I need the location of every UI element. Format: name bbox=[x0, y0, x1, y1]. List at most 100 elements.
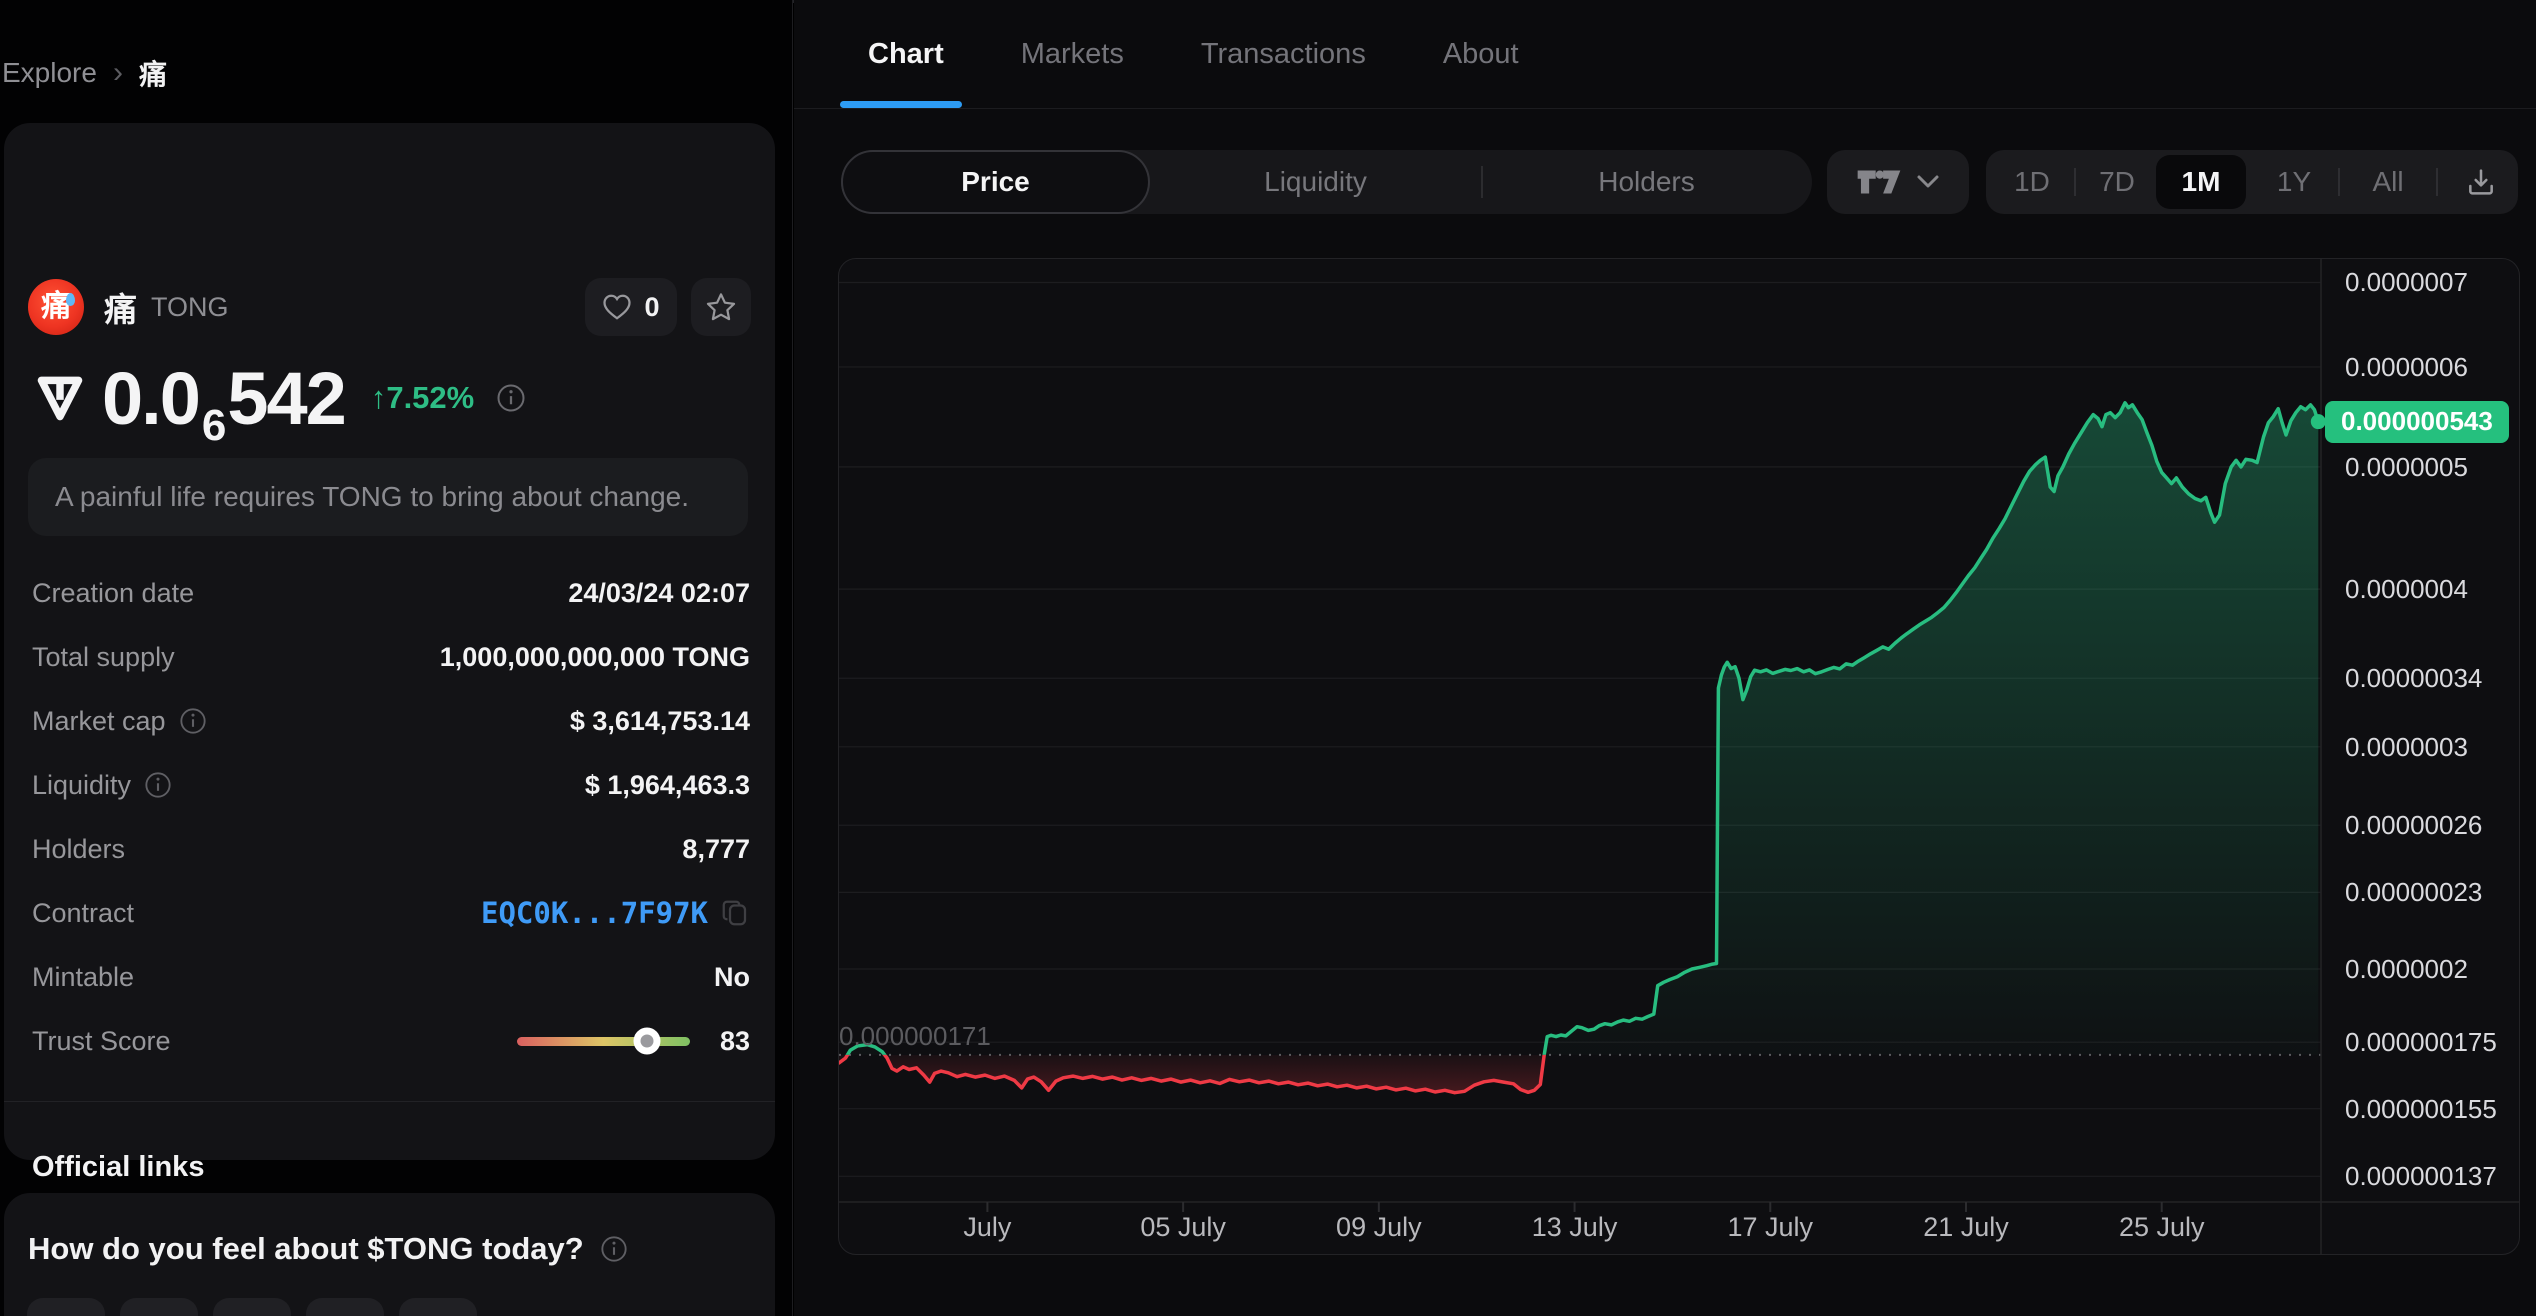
copy-icon[interactable] bbox=[720, 898, 750, 928]
ton-logo-icon bbox=[34, 370, 86, 426]
stat-label: Liquidity bbox=[32, 770, 172, 801]
y-axis-label: 0.000000155 bbox=[2345, 1093, 2497, 1124]
sentiment-question: How do you feel about $TONG today? bbox=[28, 1231, 584, 1266]
stat-value: 8,777 bbox=[682, 833, 750, 864]
y-axis-label: 0.00000026 bbox=[2345, 810, 2483, 841]
series-tab-divider bbox=[1481, 166, 1483, 198]
stat-label-text: Trust Score bbox=[32, 1025, 171, 1056]
x-axis-label: 21 July bbox=[1923, 1212, 2009, 1242]
tab-markets[interactable]: Markets bbox=[1020, 37, 1124, 70]
stat-row: Contract EQC0K...7F97K bbox=[32, 881, 750, 945]
chart-canvas[interactable] bbox=[839, 259, 2520, 1255]
series-segmented-control: Price Liquidity Holders bbox=[841, 150, 1812, 214]
range-divider bbox=[2074, 168, 2076, 196]
sentiment-option-button[interactable] bbox=[120, 1298, 198, 1316]
token-header-row: 痛 痛 TONG 0 bbox=[28, 275, 751, 339]
stat-label: Contract bbox=[32, 898, 134, 929]
price-change-badge: ↑7.52% bbox=[370, 380, 475, 415]
range-all[interactable]: All bbox=[2372, 166, 2404, 197]
price-chart[interactable]: 0.0000007 0.0000006 0.0000005 0.0000004 0.00… bbox=[838, 258, 2520, 1255]
breadcrumb-explore-link[interactable]: Explore bbox=[2, 57, 97, 88]
like-count: 0 bbox=[644, 291, 660, 322]
price-info-icon[interactable] bbox=[496, 383, 526, 413]
tab-chart[interactable]: Chart bbox=[868, 37, 944, 70]
chevron-right-icon: › bbox=[112, 56, 123, 89]
stat-label-text: Total supply bbox=[32, 641, 175, 672]
y-axis-label: 0.00000034 bbox=[2345, 663, 2483, 694]
download-chart-button[interactable] bbox=[2458, 150, 2504, 214]
tab-about[interactable]: About bbox=[1442, 37, 1519, 70]
download-icon bbox=[2469, 169, 2493, 195]
stat-label-text: Holders bbox=[32, 833, 126, 864]
range-divider bbox=[2338, 168, 2340, 196]
stat-row: Total supply 1,000,000,000,000 TONG bbox=[32, 625, 750, 689]
series-tab-holders[interactable]: Holders bbox=[1598, 166, 1695, 197]
info-icon[interactable] bbox=[144, 771, 172, 799]
star-icon bbox=[706, 293, 736, 321]
stat-value: $ 1,964,463.3 bbox=[584, 769, 750, 800]
y-axis-label: 0.0000006 bbox=[2345, 351, 2468, 382]
range-7d[interactable]: 7D bbox=[2099, 166, 2135, 197]
sentiment-option-button[interactable] bbox=[306, 1298, 384, 1316]
sentiment-option-button[interactable] bbox=[399, 1298, 477, 1316]
x-axis-label: 13 July bbox=[1531, 1212, 1618, 1242]
x-axis-label: 25 July bbox=[2118, 1212, 2205, 1242]
sentiment-info-icon[interactable] bbox=[600, 1235, 628, 1263]
chart-controls-row: Price Liquidity Holders 1D 7D 1M 1Y All bbox=[794, 150, 2536, 214]
y-axis-label: 0.000000137 bbox=[2345, 1161, 2497, 1192]
active-tab-underline bbox=[840, 101, 962, 108]
time-range-group: 1D 7D 1M 1Y All bbox=[1986, 150, 2518, 214]
stat-value: $ 3,614,753.14 bbox=[569, 705, 750, 736]
y-axis-label: 0.0000005 bbox=[2345, 451, 2468, 482]
stat-value: 83 bbox=[516, 1025, 750, 1057]
series-tab-price[interactable]: Price bbox=[841, 150, 1150, 214]
left-column: Explore › 痛 痛 痛 TONG 0 bbox=[0, 0, 793, 1316]
stat-value: No bbox=[714, 961, 750, 992]
sentiment-option-button[interactable] bbox=[213, 1298, 291, 1316]
favorite-star-button[interactable] bbox=[691, 278, 751, 336]
stat-row: Holders 8,777 bbox=[32, 817, 750, 881]
x-axis-label: 09 July bbox=[1336, 1212, 1422, 1242]
breadcrumb: Explore › 痛 bbox=[2, 56, 167, 90]
range-1y[interactable]: 1Y bbox=[2276, 166, 2312, 197]
trust-score-value: 83 bbox=[719, 1025, 750, 1056]
stat-label: Creation date bbox=[32, 578, 194, 609]
token-name: 痛 bbox=[104, 291, 137, 328]
breadcrumb-current: 痛 bbox=[138, 59, 167, 90]
tradingview-menu-button[interactable] bbox=[1827, 150, 1969, 214]
y-axis-label: 0.000000175 bbox=[2345, 1027, 2497, 1058]
token-description: A painful life requires TONG to bring ab… bbox=[28, 458, 748, 536]
stat-label-text: Liquidity bbox=[32, 769, 132, 800]
stat-label-text: Contract bbox=[32, 897, 135, 928]
baseline-price-label: 0.000000171 bbox=[839, 1020, 991, 1051]
range-1m[interactable]: 1M bbox=[2156, 155, 2246, 209]
sentiment-option-button[interactable] bbox=[27, 1298, 105, 1316]
info-icon[interactable] bbox=[179, 707, 207, 735]
token-symbol: TONG bbox=[151, 291, 229, 322]
stat-label: Holders bbox=[32, 834, 125, 865]
series-tab-liquidity[interactable]: Liquidity bbox=[1264, 166, 1367, 197]
x-axis-label: 17 July bbox=[1727, 1212, 1814, 1242]
tab-transactions[interactable]: Transactions bbox=[1200, 37, 1366, 70]
stat-row: Mintable No bbox=[32, 945, 750, 1009]
slider-thumb-handle[interactable] bbox=[633, 1027, 661, 1055]
like-button[interactable]: 0 bbox=[585, 278, 677, 336]
range-divider bbox=[2436, 168, 2438, 196]
y-axis-label: 0.0000004 bbox=[2345, 574, 2468, 605]
stat-row: Market cap $ 3,614,753.14 bbox=[32, 689, 750, 753]
trust-score-slider[interactable] bbox=[516, 1027, 690, 1055]
stat-value: 24/03/24 02:07 bbox=[568, 577, 750, 608]
price-subscript: 6 bbox=[201, 400, 227, 450]
stat-label-text: Mintable bbox=[32, 961, 135, 992]
token-info-card: 痛 痛 TONG 0 bbox=[4, 123, 775, 1255]
teardrop-icon bbox=[66, 293, 75, 306]
stat-value: 1,000,000,000,000 TONG bbox=[439, 641, 750, 672]
stat-row: Creation date 24/03/24 02:07 bbox=[32, 561, 750, 625]
contract-address-link[interactable]: EQC0K...7F97K bbox=[481, 896, 750, 930]
section-divider bbox=[4, 1101, 775, 1102]
range-1d[interactable]: 1D bbox=[2014, 166, 2050, 197]
stat-label-text: Creation date bbox=[32, 577, 195, 608]
x-axis-label: July bbox=[963, 1212, 1012, 1242]
token-stats-list: Creation date 24/03/24 02:07 Total supply 1… bbox=[32, 561, 750, 1073]
